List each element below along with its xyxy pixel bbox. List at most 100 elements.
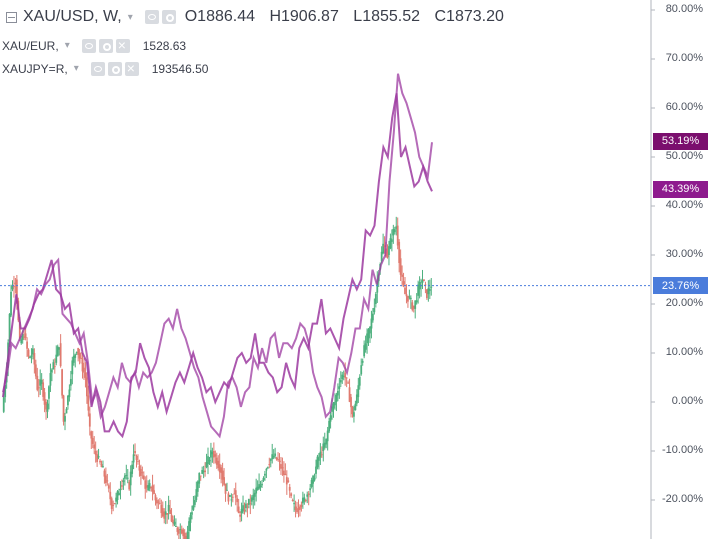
candle-body <box>220 467 223 474</box>
candle-body <box>107 485 110 489</box>
collapse-icon[interactable] <box>6 11 17 23</box>
candle-body <box>338 386 341 389</box>
candle-body <box>27 349 30 357</box>
candle-body <box>74 354 77 358</box>
candle-body <box>43 392 46 405</box>
candle-body <box>217 460 220 469</box>
candle-body <box>390 239 393 242</box>
candle-body <box>310 480 313 487</box>
candle-body <box>109 491 112 500</box>
close-icon[interactable] <box>124 60 139 76</box>
y-tick-label: 70.00% <box>665 52 703 64</box>
series-symbol[interactable]: XAU/EUR, <box>2 38 59 53</box>
candle-body <box>236 498 239 503</box>
candle-body <box>405 294 408 297</box>
candle-body <box>116 491 119 500</box>
candle-body <box>160 504 163 514</box>
candle-body <box>94 451 97 455</box>
gear-icon[interactable] <box>107 61 122 76</box>
candle-body <box>156 500 158 504</box>
candle-body <box>132 454 135 463</box>
candle-body <box>77 348 80 355</box>
candle-body <box>272 455 275 458</box>
candle-body <box>363 345 366 357</box>
candle-body <box>409 297 412 300</box>
candle-body <box>424 284 427 286</box>
candle-body <box>407 295 409 302</box>
candle-body <box>336 390 339 396</box>
candle-body <box>139 468 142 476</box>
candle-body <box>10 291 12 316</box>
candle-body <box>30 355 33 357</box>
candle-body <box>344 372 347 378</box>
candle-body <box>210 450 212 458</box>
candle-body <box>234 490 237 498</box>
candle-body <box>84 372 87 378</box>
candle-body <box>269 459 272 461</box>
candle-body <box>345 377 348 379</box>
candle-body <box>296 509 298 513</box>
xauusd-value-tag: 23.76% <box>653 277 708 295</box>
candle-body <box>208 460 211 462</box>
candle-body <box>167 504 170 512</box>
high-value: H1906.87 <box>269 8 339 25</box>
xaueur-line <box>2 93 433 439</box>
candle-body <box>186 531 189 539</box>
series-value: 193546.50 <box>151 61 209 76</box>
chevron-down-icon[interactable]: ▾ <box>64 40 70 51</box>
chevron-down-icon[interactable]: ▾ <box>127 11 133 23</box>
candle-body <box>172 519 174 524</box>
candle-body <box>81 362 84 372</box>
candle-body <box>154 495 157 501</box>
candle-body <box>402 281 405 285</box>
candle-body <box>99 460 101 463</box>
candle-body <box>195 489 198 500</box>
candle-body <box>121 485 123 487</box>
candle-body <box>291 500 294 501</box>
candle-body <box>326 430 329 442</box>
candle-body <box>325 438 328 445</box>
candle-body <box>427 288 430 295</box>
candle-body <box>218 464 221 473</box>
candle-body <box>285 477 288 485</box>
candle-body <box>316 456 319 468</box>
close-icon[interactable] <box>115 37 130 53</box>
candle-body <box>96 454 99 462</box>
candle-body <box>134 451 136 454</box>
gear-icon[interactable] <box>161 10 176 24</box>
candle-body <box>299 506 301 510</box>
candle-body <box>259 485 262 487</box>
candle-body <box>148 483 151 489</box>
candle-body <box>306 494 309 497</box>
candle-body <box>421 280 424 283</box>
candle-body <box>131 464 134 474</box>
gear-icon[interactable] <box>98 38 113 53</box>
y-tick-label: 50.00% <box>665 150 703 162</box>
candle-body <box>258 484 260 489</box>
chevron-down-icon[interactable]: ▾ <box>73 63 79 74</box>
candle-body <box>395 226 398 229</box>
candle-body <box>320 454 323 456</box>
candle-body <box>150 486 153 488</box>
candle-body <box>382 243 385 254</box>
eye-icon[interactable] <box>81 38 96 53</box>
candle-body <box>280 464 282 469</box>
legend-series-row: XAU/EUR, ▾ 1528.63 <box>2 34 514 57</box>
eye-icon[interactable] <box>144 10 159 24</box>
candle-body <box>164 511 167 515</box>
candle-body <box>224 483 227 494</box>
candle-body <box>329 415 332 422</box>
candle-body <box>264 473 266 476</box>
candle-body <box>123 475 126 479</box>
main-symbol[interactable]: XAU/USD, W, <box>23 8 122 25</box>
series-symbol[interactable]: XAUJPY=R, <box>2 61 68 76</box>
candle-body <box>29 356 31 358</box>
candle-body <box>268 464 271 466</box>
candle-body <box>196 481 199 492</box>
candle-body <box>175 525 177 527</box>
candle-body <box>214 454 217 457</box>
candle-body <box>212 451 215 458</box>
eye-icon[interactable] <box>90 61 105 76</box>
candle-body <box>115 497 117 502</box>
